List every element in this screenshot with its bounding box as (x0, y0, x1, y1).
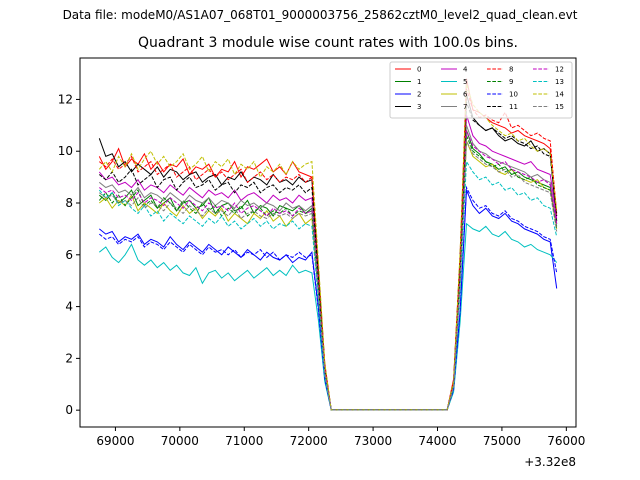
legend-label-13: 13 (555, 78, 564, 86)
x-tick-label: 70000 (161, 434, 199, 448)
series-line-2 (98, 189, 558, 411)
series-line-4 (98, 114, 558, 411)
series-line-15 (98, 138, 558, 411)
legend-label-5: 5 (463, 78, 467, 86)
legend-label-14: 14 (555, 91, 564, 99)
chart-title: Quadrant 3 module wise count rates with … (138, 35, 518, 51)
legend-label-8: 8 (509, 66, 513, 74)
data-file-label: Data file: modeM0/AS1A07_068T01_90000037… (62, 8, 578, 22)
legend-label-4: 4 (463, 66, 468, 74)
x-tick-label: 74000 (418, 434, 456, 448)
y-tick-label: 10 (58, 144, 73, 158)
y-tick-label: 2 (65, 351, 73, 365)
plot-series-group (98, 78, 558, 411)
x-offset-label: +3.32e8 (524, 455, 576, 469)
series-line-6 (98, 140, 558, 411)
series-line-8 (98, 88, 558, 411)
legend-label-1: 1 (417, 78, 421, 86)
y-tick-label: 0 (65, 403, 73, 417)
legend-label-12: 12 (555, 66, 564, 74)
x-tick-label: 75000 (483, 434, 521, 448)
series-line-13 (98, 159, 558, 411)
legend-label-11: 11 (509, 103, 518, 111)
legend-label-15: 15 (555, 103, 564, 111)
axes-frame (79, 57, 577, 428)
legend-label-3: 3 (417, 103, 421, 111)
legend-label-6: 6 (463, 91, 468, 99)
x-axis: 69000 70000 71000 72000 73000 74000 75000 76000 (96, 427, 585, 448)
x-tick-label: 73000 (354, 434, 392, 448)
y-tick-label: 4 (65, 300, 73, 314)
y-tick-label: 12 (58, 92, 73, 106)
x-tick-label: 76000 (547, 434, 585, 448)
series-line-5 (98, 222, 558, 411)
x-tick-label: 72000 (290, 434, 328, 448)
x-tick-label: 69000 (96, 434, 134, 448)
y-tick-label: 6 (65, 248, 73, 262)
x-tick-label: 71000 (225, 434, 263, 448)
legend-label-0: 0 (417, 66, 421, 74)
legend-box (389, 61, 573, 119)
series-line-10 (98, 185, 558, 411)
y-axis: 0 2 4 6 8 10 12 (58, 92, 80, 417)
series-line-3 (98, 94, 558, 411)
y-tick-label: 8 (65, 196, 73, 210)
legend-label-10: 10 (509, 91, 518, 99)
legend-label-7: 7 (463, 103, 467, 111)
legend-label-9: 9 (509, 78, 513, 86)
series-line-9 (98, 135, 558, 411)
legend-label-2: 2 (417, 91, 421, 99)
series-line-14 (98, 83, 558, 411)
